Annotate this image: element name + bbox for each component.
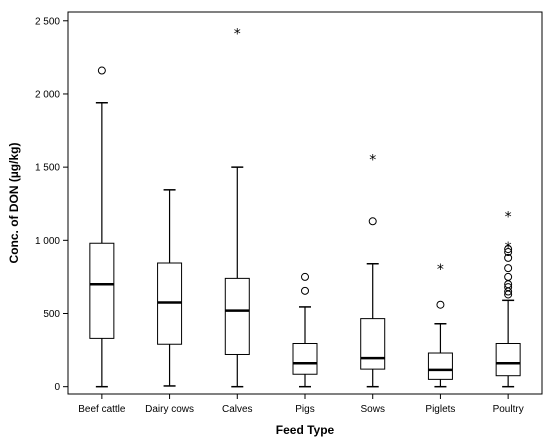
outlier-point <box>368 217 377 226</box>
interquartile-box <box>292 343 318 375</box>
x-tick-label: Piglets <box>425 404 455 415</box>
x-tick-label: Pigs <box>295 404 314 415</box>
interquartile-box <box>89 242 115 339</box>
x-tick-label: Poultry <box>493 404 524 415</box>
box-dairy-cows <box>157 189 183 387</box>
x-axis: Beef cattle Dairy cows Calves Pigs Sows Pigle… <box>78 394 524 415</box>
y-tick-label: 1 000 <box>35 236 60 247</box>
y-tick-label: 0 <box>54 382 60 393</box>
interquartile-box <box>427 352 453 380</box>
box-beef-cattle <box>89 66 115 388</box>
x-axis-title: Feed Type <box>276 423 335 437</box>
outlier-point <box>504 253 513 262</box>
outlier-point <box>504 245 513 254</box>
y-axis: 0 500 1 000 1 500 2 000 2 500 <box>35 16 68 393</box>
boxes-layer: ***** <box>89 26 521 388</box>
outlier-point <box>301 272 309 281</box>
outlier-point <box>97 66 106 75</box>
extreme-point: * <box>505 209 512 225</box>
outlier-point <box>504 248 513 257</box>
x-tick-label: Dairy cows <box>145 404 194 415</box>
extreme-point: * <box>369 152 376 168</box>
box-calves: * <box>224 26 250 388</box>
extreme-point: * <box>437 262 444 278</box>
y-tick-label: 1 500 <box>35 163 60 174</box>
x-tick-label: Beef cattle <box>78 404 126 415</box>
y-tick-label: 2 000 <box>35 89 60 100</box>
outlier-point <box>504 272 513 281</box>
outlier-point <box>504 264 513 273</box>
interquartile-box <box>495 343 521 377</box>
interquartile-box <box>360 318 386 370</box>
box-poultry: ** <box>495 209 521 388</box>
outlier-point <box>436 300 445 309</box>
interquartile-box <box>224 277 250 355</box>
x-tick-label: Calves <box>222 404 253 415</box>
y-tick-label: 500 <box>43 309 60 320</box>
extreme-point: * <box>505 240 512 256</box>
box-sows: * <box>360 152 386 388</box>
y-tick-label: 2 500 <box>35 16 60 27</box>
box-pigs <box>292 272 318 388</box>
y-axis-title: Conc. of DON (µg/kg) <box>7 143 21 264</box>
outlier-point <box>301 286 309 295</box>
extreme-point: * <box>234 26 241 42</box>
x-tick-label: Sows <box>360 404 384 415</box>
box-piglets: * <box>427 262 453 388</box>
outlier-point <box>504 283 513 292</box>
